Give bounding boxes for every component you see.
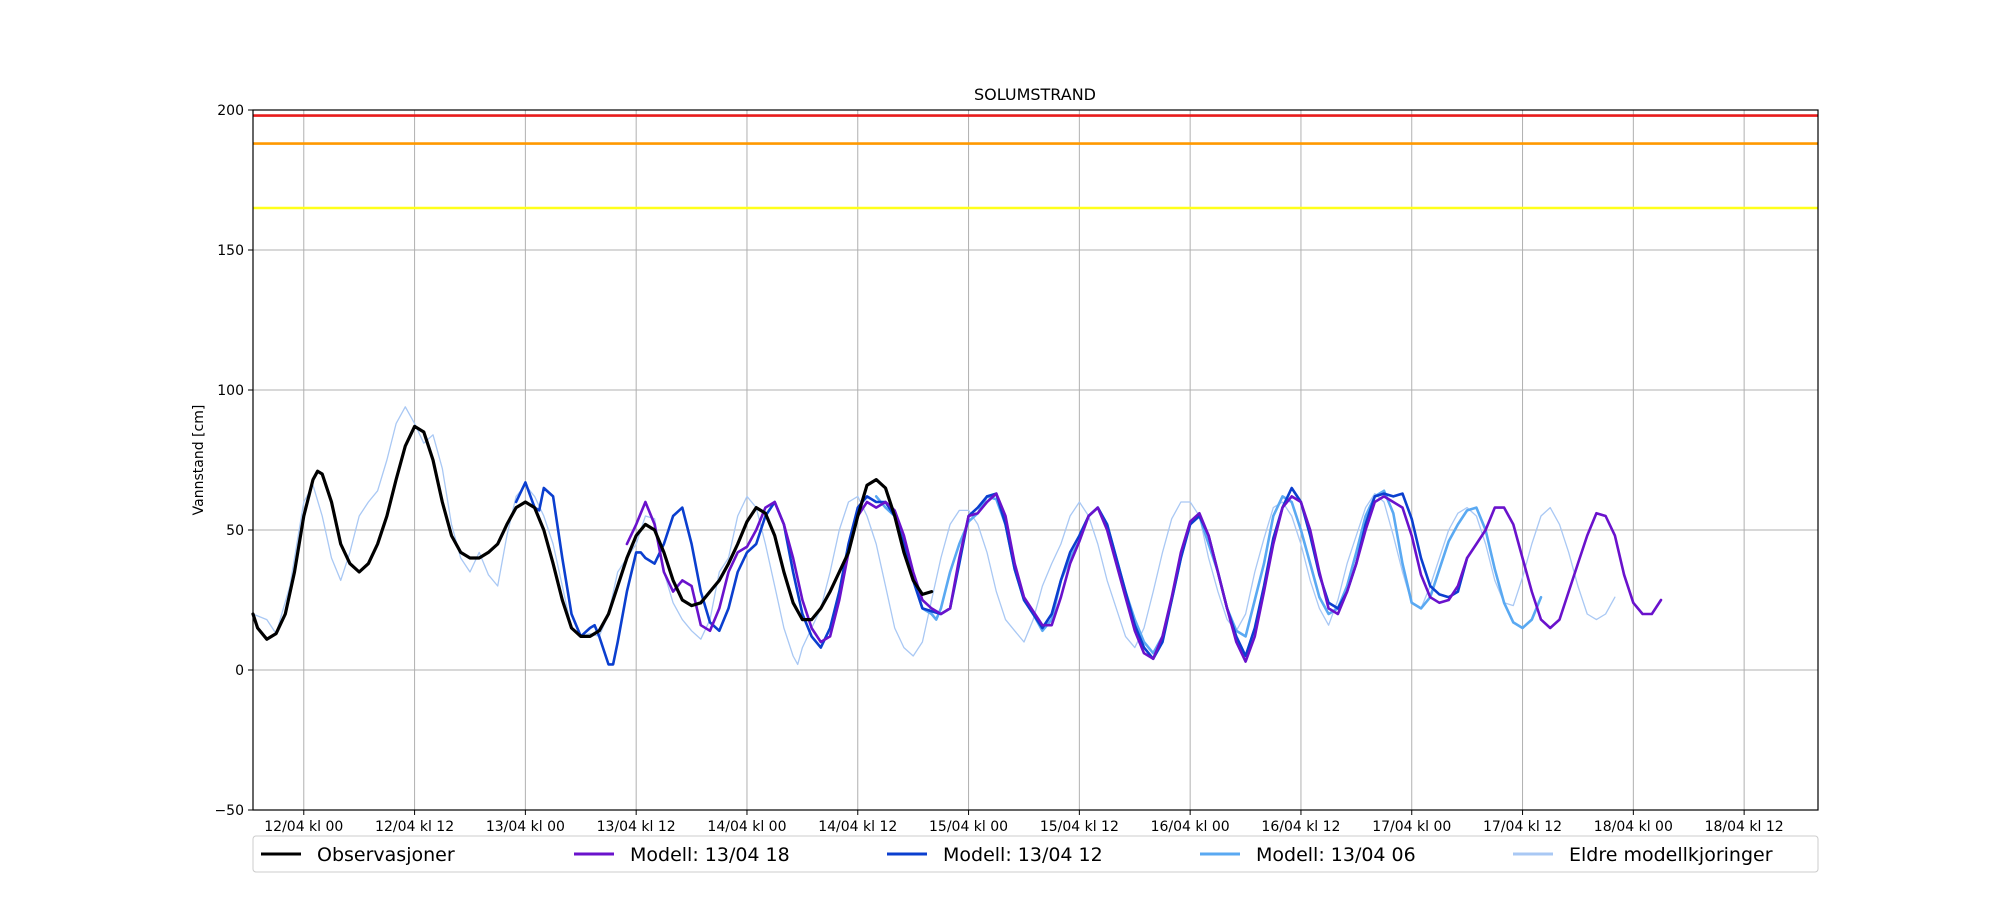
series-line <box>252 406 1616 666</box>
legend-label: Observasjoner <box>317 844 455 866</box>
x-tick-label: 12/04 kl 00 <box>264 819 343 835</box>
y-axis-ticks: −50 0 50 100 150 200 <box>214 103 253 819</box>
series-line <box>251 424 934 641</box>
x-tick-label: 14/04 kl 00 <box>707 819 786 835</box>
y-tick-label: 150 <box>217 243 244 259</box>
x-tick-label: 16/04 kl 12 <box>1261 819 1340 835</box>
grid <box>253 109 1818 811</box>
y-tick-label: 50 <box>226 523 244 539</box>
plot-area <box>251 406 1663 666</box>
x-tick-label: 16/04 kl 00 <box>1151 819 1230 835</box>
y-axis-label: Vannstand [cm] <box>191 405 207 516</box>
legend-frame <box>252 835 1819 873</box>
legend-label: Modell: 13/04 06 <box>1256 844 1416 866</box>
x-tick-label: 18/04 kl 00 <box>1594 819 1673 835</box>
series-line <box>874 489 1543 655</box>
x-tick-label: 14/04 kl 12 <box>818 819 897 835</box>
plot-frame <box>252 109 1819 811</box>
y-tick-label: −50 <box>214 803 244 819</box>
y-tick-label: 200 <box>217 103 244 119</box>
x-axis-ticks: 12/04 kl 00 12/04 kl 12 13/04 kl 00 13/04 k… <box>264 810 1784 835</box>
x-tick-label: 17/04 kl 00 <box>1372 819 1451 835</box>
threshold-lines <box>253 114 1818 210</box>
x-tick-label: 18/04 kl 12 <box>1705 819 1784 835</box>
series-line <box>625 492 1663 663</box>
x-tick-label: 15/04 kl 00 <box>929 819 1008 835</box>
legend-label: Modell: 13/04 12 <box>943 844 1103 866</box>
y-tick-label: 0 <box>235 663 244 679</box>
x-tick-label: 13/04 kl 00 <box>486 819 565 835</box>
x-tick-label: 15/04 kl 12 <box>1040 819 1119 835</box>
x-tick-label: 13/04 kl 12 <box>597 819 676 835</box>
legend-label: Modell: 13/04 18 <box>630 844 790 866</box>
legend: Observasjoner Modell: 13/04 18 Modell: 13/… <box>252 835 1819 873</box>
legend-label: Eldre modellkjoringer <box>1569 844 1773 866</box>
chart-title: SOLUMSTRAND <box>974 85 1096 104</box>
x-tick-label: 17/04 kl 12 <box>1483 819 1562 835</box>
y-tick-label: 100 <box>217 383 244 399</box>
x-tick-label: 12/04 kl 12 <box>375 819 454 835</box>
